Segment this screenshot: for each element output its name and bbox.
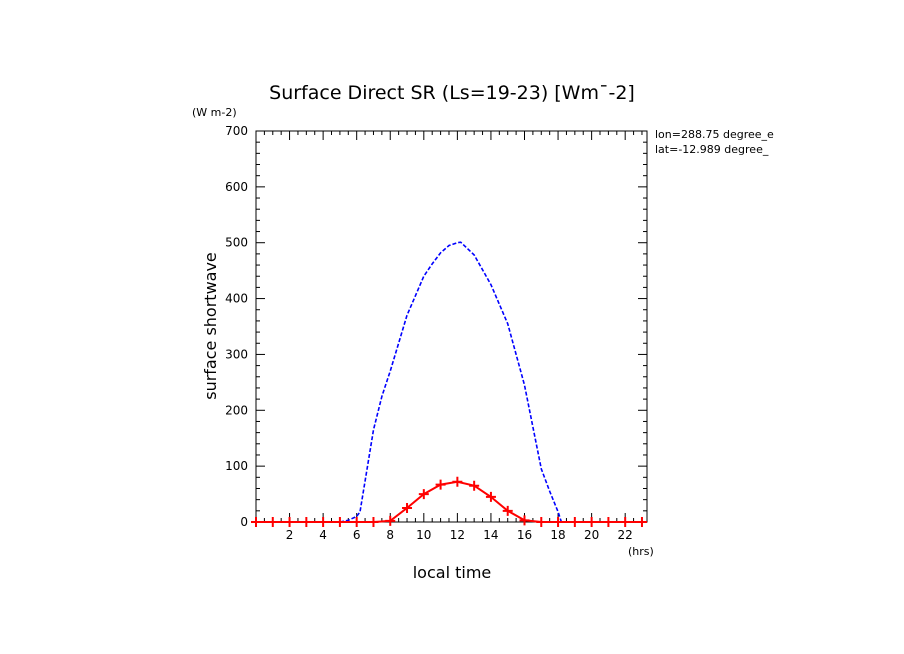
data-point-marker — [553, 517, 564, 527]
series-line-0 — [256, 241, 642, 523]
annotation-lat: lat=-12.989 degree_ — [655, 143, 769, 156]
y-tick-label: 700 — [225, 124, 248, 138]
series-line-1 — [256, 480, 642, 523]
data-point-marker — [402, 503, 413, 514]
data-point-marker — [519, 515, 530, 526]
data-point-marker — [251, 517, 261, 527]
chart-title: Surface Direct SR (Ls=19-23) [Wm¯-2] — [269, 82, 635, 104]
x-tick-label: 6 — [353, 528, 361, 542]
data-point-marker — [603, 517, 614, 527]
series-group — [251, 241, 647, 527]
y-tick-label: 600 — [225, 180, 248, 194]
tick-labels: 2 4 6 8 10 12 14 16 18 20 22 0 100 200 300 400 500 600 700 — [225, 124, 633, 542]
y-tick-label: 500 — [225, 236, 248, 250]
data-point-marker — [334, 517, 345, 527]
data-point-marker — [301, 517, 312, 527]
data-point-marker — [435, 479, 446, 490]
x-tick-label: 12 — [450, 528, 465, 542]
x-tick-label: 18 — [550, 528, 565, 542]
data-point-marker — [586, 517, 597, 527]
x-tick-label: 10 — [416, 528, 431, 542]
x-tick-label: 14 — [483, 528, 498, 542]
y-tick-label: 100 — [225, 459, 248, 473]
x-axis-label: local time — [413, 563, 492, 582]
y-units-label: (W m-2) — [192, 106, 237, 119]
data-point-marker — [536, 517, 547, 527]
data-point-marker — [569, 517, 580, 527]
data-point-marker — [502, 505, 513, 516]
y-tick-label: 400 — [225, 292, 248, 306]
plot-frame — [255, 130, 648, 523]
y-tick-label: 0 — [240, 515, 248, 529]
data-point-marker — [284, 517, 295, 527]
x-tick-label: 8 — [386, 528, 394, 542]
y-axis-label: surface shortwave — [201, 252, 220, 400]
data-point-marker — [620, 517, 631, 527]
data-point-marker — [368, 517, 379, 527]
y-tick-label: 300 — [225, 347, 248, 361]
data-point-marker — [267, 517, 278, 527]
x-tick-label: 2 — [286, 528, 294, 542]
annotation-lon: lon=288.75 degree_e — [655, 128, 774, 141]
data-point-marker — [351, 517, 362, 527]
data-point-marker — [485, 491, 496, 502]
x-tick-label: 20 — [584, 528, 599, 542]
data-point-marker — [636, 517, 647, 527]
x-tick-label: 16 — [517, 528, 532, 542]
y-tick-label: 200 — [225, 403, 248, 417]
data-point-marker — [469, 480, 480, 491]
data-point-marker — [418, 489, 429, 500]
data-point-marker — [452, 476, 463, 487]
x-tick-label: 4 — [319, 528, 327, 542]
x-tick-label: 22 — [618, 528, 633, 542]
axis-ticks — [255, 130, 647, 523]
x-units-label: (hrs) — [628, 545, 654, 558]
data-point-marker — [385, 515, 396, 526]
data-point-marker — [318, 517, 329, 527]
